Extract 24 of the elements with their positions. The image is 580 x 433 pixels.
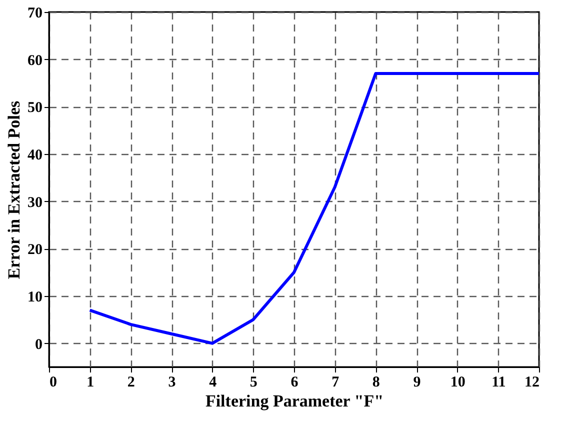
x-tick-label: 6 [290,374,299,390]
x-tick-label: 9 [413,374,421,390]
y-tick-label: 40 [28,148,42,164]
x-tick-label: 4 [209,374,218,390]
y-tick-label: 60 [28,52,42,69]
y-tick-label: 30 [28,194,42,211]
x-tick-label: 0 [50,374,57,390]
y-tick-label: 70 [28,6,42,22]
y-tick-label: 20 [28,242,42,258]
x-tick-label: 1 [86,374,94,390]
x-tick-label: 10 [450,374,466,390]
x-tick-label: 11 [492,374,506,390]
x-tick-label: 8 [372,374,380,390]
y-tick-label: 50 [28,100,42,116]
y-axis-title: Error in Extracted Poles [4,100,24,280]
x-axis-title: Filtering Parameter "F" [205,392,384,410]
x-tick-label: 12 [524,374,540,390]
x-tick-label: 2 [127,374,135,390]
x-tick-label: 7 [332,374,340,390]
x-tick-label: 3 [168,374,176,390]
y-tick-label: 10 [28,290,42,306]
y-tick-label: 0 [35,336,42,353]
line-series [88,72,540,345]
x-tick-label: 5 [250,374,258,390]
